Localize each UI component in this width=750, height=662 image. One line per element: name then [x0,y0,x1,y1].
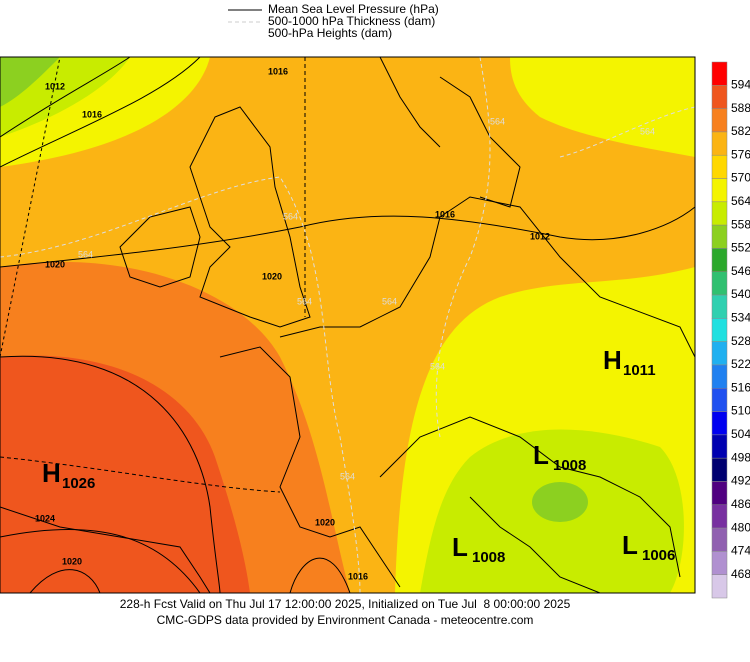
colorbar-cell [711,527,728,552]
colorbar-label: 498 [731,450,750,464]
colorbar-label: 492 [731,474,750,488]
footer-text: CMC-GDPS data provided by Environment Ca… [157,613,534,627]
contour-label: 1016 [348,571,368,581]
contour-label: 1012 [530,231,550,241]
thickness-line [0,57,695,593]
contour-label: 1020 [315,517,335,527]
colorbar-label: 510 [731,404,750,418]
colorbar-cell [711,504,728,529]
thickness-label: 564 [430,361,445,371]
system-pressure: 1008 [472,549,505,566]
colorbar-cell [711,551,728,575]
thickness-label: 564 [297,296,312,306]
thickness-label: 564 [382,296,397,306]
colorbar-cell [711,341,728,366]
colorbar-label: 582 [731,124,750,138]
colorbar-label: 480 [731,520,750,534]
colorbar-label: 594 [731,77,750,91]
system-letter: L [533,440,549,470]
colorbar-label: 486 [731,497,750,511]
colorbar-label: 516 [731,380,750,394]
contour-label: 1024 [35,513,55,523]
colorbar-cell [711,364,728,389]
colorbar-cell [711,248,728,272]
system-letter: L [452,532,468,562]
colorbar-cell [711,411,728,436]
field [510,57,695,157]
system-pressure: 1026 [62,475,95,492]
system-pressure: 1008 [553,457,586,474]
legend: Mean Sea Level Pressure (hPa) 500-1000 h… [228,2,439,40]
colorbar-cell [711,294,728,319]
colorbar-label: 468 [731,567,750,581]
thickness-label: 564 [490,116,505,126]
thickness-label: 564 [283,211,298,221]
colorbar-label: 576 [731,147,750,161]
colorbar-label: 522 [731,357,750,371]
colorbar-cell [711,131,728,156]
colorbar-label: 558 [731,217,750,231]
colorbar-cell [711,388,728,412]
colorbar-label: 564 [731,194,750,208]
system-letter: H [42,458,61,488]
legend-text: 500-hPa Heights (dam) [268,26,392,40]
thickness-label: 564 [640,126,655,136]
colorbar-cell [711,224,728,249]
colorbar-cell [711,178,728,203]
contour-label: 1020 [45,259,65,269]
colorbar-label: 570 [731,171,750,185]
legend-text: 500-1000 hPa Thickness (dam) [268,14,435,28]
front-line [0,57,61,358]
contour-label: 1020 [62,556,82,566]
colorbar-label: 474 [731,544,750,558]
contour-label: 1016 [82,109,102,119]
colorbar-label: 534 [731,311,750,325]
map: 1012 1016 1020 1024 1020 1020 1016 1020 … [0,57,695,593]
colorbar-label: 588 [731,101,750,115]
coastline [0,57,695,593]
colorbar-label: 528 [731,334,750,348]
front-line [0,456,281,493]
colorbar: 594 588 582 576 570 564 558 552 546 540 534 528 522 5… [711,61,750,599]
system-letter: H [603,345,622,375]
colorbar-cell [711,318,728,342]
contour-label: 1016 [268,66,288,76]
footer-text: 228-h Fcst Valid on Thu Jul 17 12:00:00 … [120,597,571,611]
colorbar-cell [711,154,728,179]
colorbar-cell [711,201,728,226]
legend-text: Mean Sea Level Pressure (hPa) [268,2,439,16]
system-pressure: 1006 [642,547,675,564]
contour-label: 1020 [262,271,282,281]
colorbar-cell [711,457,728,482]
field [532,482,588,522]
thickness-label: 564 [340,471,355,481]
colorbar-label: 504 [731,427,750,441]
system-pressure: 1011 [623,362,656,379]
colorbar-cell [711,61,728,86]
field [0,57,60,107]
colorbar-label: 546 [731,264,750,278]
isobar [0,57,695,593]
map-frame [0,56,696,594]
contour-label: 1016 [435,209,455,219]
colorbar-cell [711,108,728,133]
colorbar-cell [711,434,728,459]
colorbar-cell [711,481,728,506]
colorbar-label: 552 [731,241,750,255]
contour-label: 1012 [45,81,65,91]
system-letter: L [622,530,638,560]
colorbar-cell [711,574,728,599]
thickness-label: 564 [78,249,93,259]
colorbar-cell [711,85,728,109]
colorbar-cell [711,271,728,296]
field [0,355,250,593]
colorbar-label: 540 [731,287,750,301]
